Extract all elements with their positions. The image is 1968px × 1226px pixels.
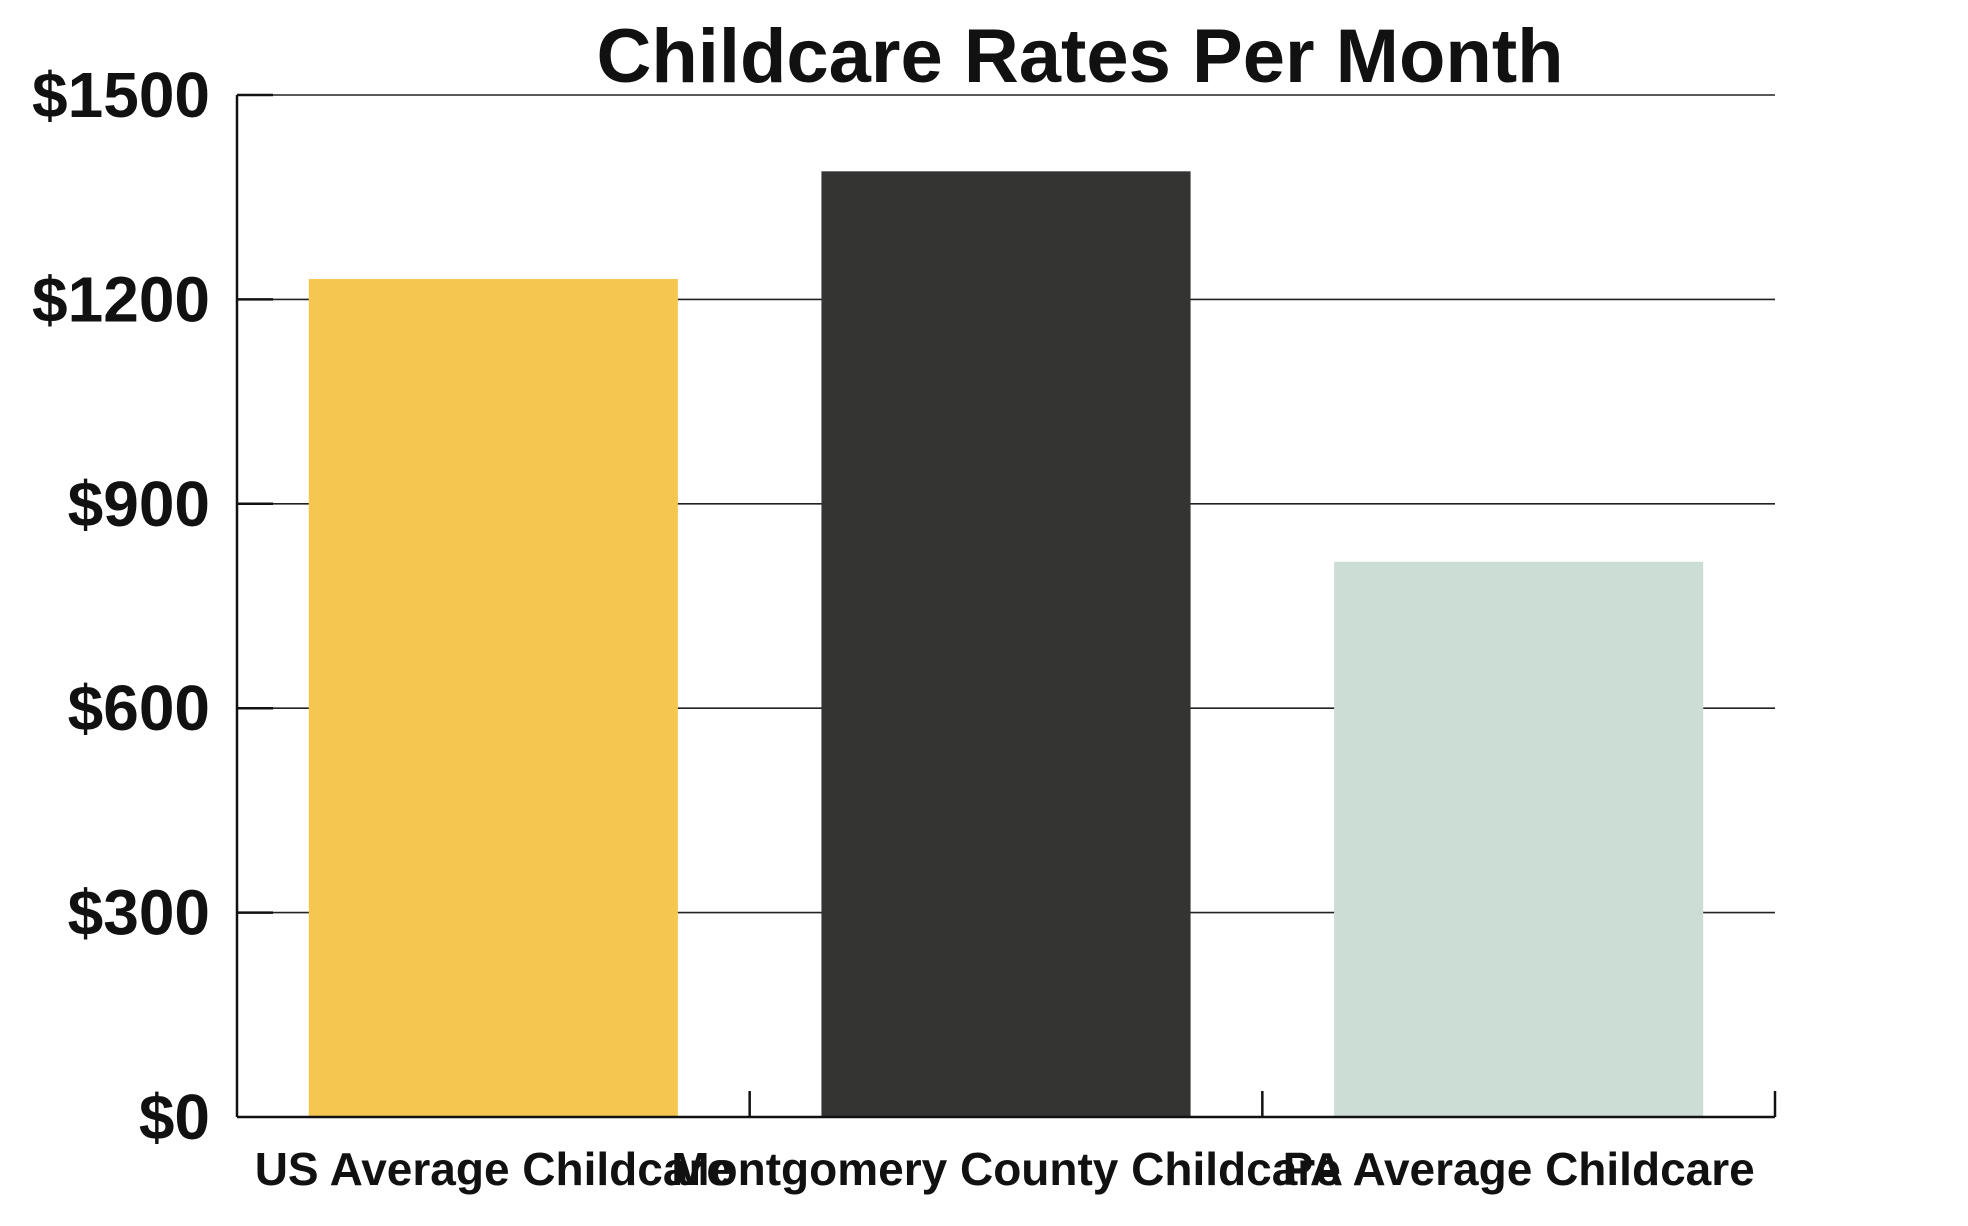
x-category-label: Montgomery County Childcare [671, 1143, 1341, 1195]
y-tick-label: $0 [139, 1081, 210, 1153]
y-tick-label: $900 [68, 468, 210, 540]
y-tick-label: $300 [68, 877, 210, 949]
y-tick-label: $1500 [32, 59, 210, 131]
y-tick-label: $1200 [32, 263, 210, 335]
bar-montgomery-county-childcare [821, 171, 1191, 1117]
y-tick-labels: $0 $300 $600 $900 $1200 $1500 [32, 59, 210, 1153]
x-category-label: US Average Childcare [255, 1143, 732, 1195]
bars [308, 171, 1704, 1118]
bar-us-average-childcare [308, 278, 678, 1118]
x-category-label: PA Average Childcare [1283, 1143, 1755, 1195]
bar-pa-average-childcare [1334, 561, 1704, 1117]
chart-title: Childcare Rates Per Month [596, 14, 1563, 99]
axes [235, 93, 1777, 1119]
y-tick-label: $600 [68, 672, 210, 744]
